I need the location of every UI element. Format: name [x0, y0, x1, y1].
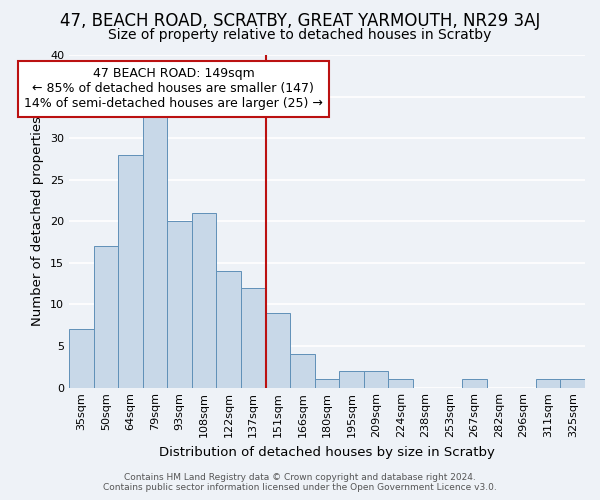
- Bar: [143, 113, 167, 388]
- Bar: [315, 379, 339, 388]
- Bar: [192, 213, 217, 388]
- Bar: [536, 379, 560, 388]
- Bar: [560, 379, 585, 388]
- Text: 47 BEACH ROAD: 149sqm
← 85% of detached houses are smaller (147)
14% of semi-det: 47 BEACH ROAD: 149sqm ← 85% of detached …: [24, 68, 323, 110]
- Bar: [266, 312, 290, 388]
- Bar: [339, 371, 364, 388]
- X-axis label: Distribution of detached houses by size in Scratby: Distribution of detached houses by size …: [159, 446, 495, 459]
- Bar: [118, 155, 143, 388]
- Bar: [388, 379, 413, 388]
- Text: Contains HM Land Registry data © Crown copyright and database right 2024.
Contai: Contains HM Land Registry data © Crown c…: [103, 473, 497, 492]
- Bar: [167, 221, 192, 388]
- Bar: [69, 330, 94, 388]
- Y-axis label: Number of detached properties: Number of detached properties: [31, 116, 44, 326]
- Bar: [94, 246, 118, 388]
- Bar: [241, 288, 266, 388]
- Bar: [290, 354, 315, 388]
- Bar: [217, 271, 241, 388]
- Bar: [364, 371, 388, 388]
- Text: Size of property relative to detached houses in Scratby: Size of property relative to detached ho…: [109, 28, 491, 42]
- Bar: [462, 379, 487, 388]
- Text: 47, BEACH ROAD, SCRATBY, GREAT YARMOUTH, NR29 3AJ: 47, BEACH ROAD, SCRATBY, GREAT YARMOUTH,…: [60, 12, 540, 30]
